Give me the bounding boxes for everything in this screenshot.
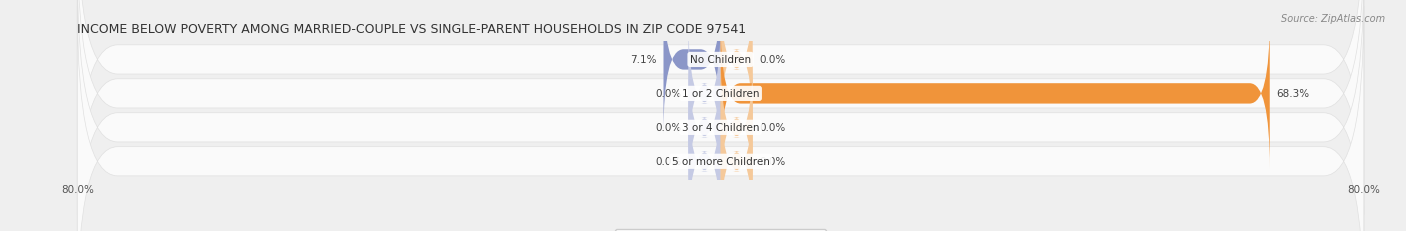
FancyBboxPatch shape	[689, 20, 721, 168]
Text: 0.0%: 0.0%	[759, 123, 786, 133]
FancyBboxPatch shape	[77, 0, 1364, 215]
FancyBboxPatch shape	[77, 7, 1364, 231]
Text: No Children: No Children	[690, 55, 751, 65]
FancyBboxPatch shape	[689, 87, 721, 231]
FancyBboxPatch shape	[77, 0, 1364, 231]
Text: 7.1%: 7.1%	[630, 55, 657, 65]
Text: 0.0%: 0.0%	[655, 157, 682, 167]
Text: 0.0%: 0.0%	[655, 123, 682, 133]
Text: 0.0%: 0.0%	[759, 55, 786, 65]
FancyBboxPatch shape	[689, 53, 721, 202]
Text: 0.0%: 0.0%	[655, 89, 682, 99]
Text: Source: ZipAtlas.com: Source: ZipAtlas.com	[1281, 14, 1385, 24]
FancyBboxPatch shape	[77, 0, 1364, 231]
FancyBboxPatch shape	[721, 20, 1270, 168]
Text: 3 or 4 Children: 3 or 4 Children	[682, 123, 759, 133]
Text: 5 or more Children: 5 or more Children	[672, 157, 769, 167]
Legend: Married Couples, Single Parents: Married Couples, Single Parents	[614, 229, 827, 231]
Text: INCOME BELOW POVERTY AMONG MARRIED-COUPLE VS SINGLE-PARENT HOUSEHOLDS IN ZIP COD: INCOME BELOW POVERTY AMONG MARRIED-COUPL…	[77, 23, 747, 36]
FancyBboxPatch shape	[664, 0, 721, 134]
FancyBboxPatch shape	[721, 53, 752, 202]
FancyBboxPatch shape	[721, 87, 752, 231]
Text: 0.0%: 0.0%	[759, 157, 786, 167]
Text: 1 or 2 Children: 1 or 2 Children	[682, 89, 759, 99]
Text: 68.3%: 68.3%	[1277, 89, 1309, 99]
FancyBboxPatch shape	[721, 0, 752, 134]
